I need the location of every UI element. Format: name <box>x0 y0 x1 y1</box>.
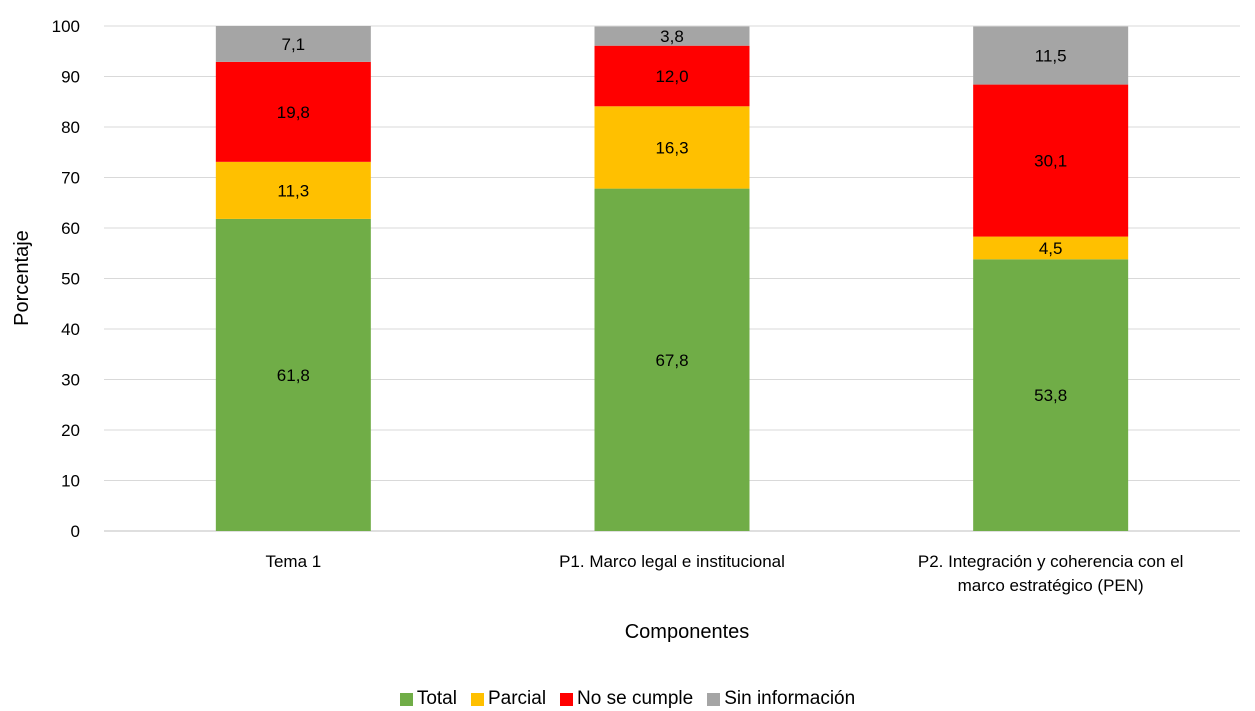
data-label: 7,1 <box>282 35 306 54</box>
bar-segment <box>594 188 750 532</box>
y-tick-label: 80 <box>61 118 80 137</box>
legend-item: Sin información <box>707 688 855 710</box>
legend-label: Total <box>416 688 457 709</box>
y-tick-label: 60 <box>61 219 80 238</box>
data-label: 4,5 <box>1039 239 1063 258</box>
x-category-label: marco estratégico (PEN) <box>958 576 1144 595</box>
x-axis-title: Componentes <box>625 621 750 643</box>
y-tick-label: 30 <box>61 371 80 390</box>
legend-swatch <box>470 692 484 706</box>
y-tick-label: 90 <box>61 68 80 87</box>
legend-item: Parcial <box>470 688 547 710</box>
data-label: 12,0 <box>655 67 688 86</box>
data-label: 3,8 <box>660 27 684 46</box>
legend-item: Total <box>399 688 457 710</box>
legend-label: Parcial <box>487 688 547 709</box>
x-category-label: P1. Marco legal e institucional <box>559 552 785 571</box>
x-category-label: Tema 1 <box>265 552 321 571</box>
bars: 61,8 11,3 19,8 7,1 67,8 16,3 12,0 3,8 53,8 4,5 30,… <box>215 26 1129 532</box>
data-label: 16,3 <box>655 138 688 157</box>
legend-swatch <box>707 692 721 706</box>
data-label: 67,8 <box>655 351 688 370</box>
bar-segment <box>973 26 1129 85</box>
x-axis-categories: Tema 1 P1. Marco legal e institucional P2.… <box>265 552 1183 595</box>
data-label: 19,8 <box>277 103 310 122</box>
data-label: 11,5 <box>1035 47 1067 66</box>
y-tick-label: 100 <box>52 17 80 36</box>
y-tick-label: 40 <box>61 320 80 339</box>
data-label: 11,3 <box>277 181 309 200</box>
bar-segment <box>973 236 1129 260</box>
bar-segment <box>973 84 1129 237</box>
legend-label: Sin información <box>724 688 856 709</box>
x-category-label: P2. Integración y coherencia con el <box>918 552 1184 571</box>
bar-segment <box>215 26 371 62</box>
bar-segment <box>973 259 1129 531</box>
data-label: 53,8 <box>1034 386 1067 405</box>
bar-segment <box>594 26 750 46</box>
bar-segment <box>594 106 750 189</box>
y-axis-title: Porcentaje <box>11 230 33 326</box>
bar-segment <box>215 218 371 531</box>
legend-swatch <box>560 692 574 706</box>
y-tick-label: 50 <box>61 270 80 289</box>
y-tick-label: 20 <box>61 421 80 440</box>
data-label: 30,1 <box>1034 152 1067 171</box>
legend-label: No se cumple <box>577 688 694 709</box>
y-tick-label: 10 <box>61 472 80 491</box>
legend: Total Parcial No se cumple Sin información <box>0 688 1255 710</box>
data-label: 61,8 <box>277 366 310 385</box>
legend-item: No se cumple <box>560 688 693 710</box>
bar-segment <box>215 61 371 162</box>
bar-segment <box>215 161 371 219</box>
y-tick-label: 0 <box>71 522 80 541</box>
stacked-bar-chart: 0 10 20 30 40 50 60 70 80 90 100 61,8 11,3 19,8 7,1 67… <box>11 17 1240 643</box>
y-axis-ticks: 0 10 20 30 40 50 60 70 80 90 100 <box>52 17 80 541</box>
bar-segment <box>594 45 750 107</box>
y-tick-label: 70 <box>61 169 80 188</box>
legend-swatch <box>399 692 413 706</box>
